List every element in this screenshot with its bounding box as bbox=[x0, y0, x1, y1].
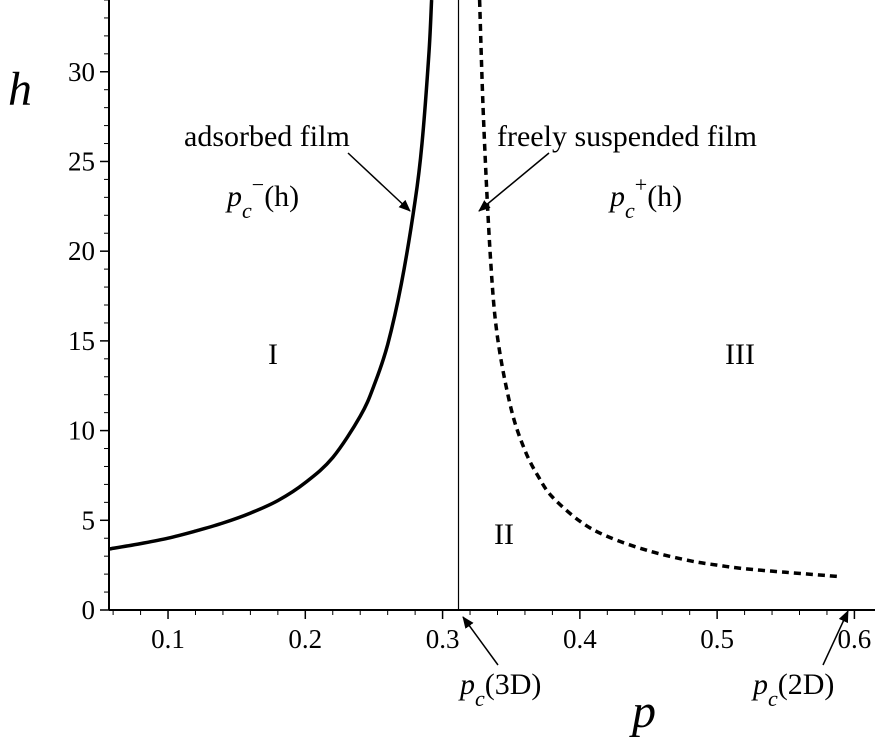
y-tick-label: 25 bbox=[68, 146, 95, 176]
x-tick-label: 0.3 bbox=[426, 624, 460, 654]
y-tick-label: 15 bbox=[68, 326, 95, 356]
axis-ticks bbox=[100, 0, 856, 619]
suspended-arrow bbox=[478, 152, 550, 212]
pc-3d-label: pc(3D) bbox=[458, 668, 541, 711]
x-axis-title: p bbox=[629, 685, 656, 738]
pc-plus-label: pc+(h) bbox=[608, 172, 682, 223]
pc-2d-arrow bbox=[822, 610, 849, 666]
region-ii-label: II bbox=[494, 518, 514, 551]
y-tick-label: 20 bbox=[68, 236, 95, 266]
adsorbed-arrow bbox=[347, 152, 411, 212]
pc-minus-label: pc−(h) bbox=[225, 172, 299, 223]
series-adsorbed-curve bbox=[108, 0, 434, 551]
series-suspended-curve bbox=[477, 0, 841, 579]
pc-2d-label: pc(2D) bbox=[751, 668, 834, 711]
region-i-label: I bbox=[268, 338, 278, 371]
y-tick-label: 5 bbox=[82, 505, 96, 535]
pc-3d-arrow bbox=[462, 616, 499, 666]
adsorbed-film-label: adsorbed film bbox=[184, 120, 350, 153]
y-tick-label: 30 bbox=[68, 57, 95, 87]
region-iii-label: III bbox=[725, 338, 755, 371]
axis-tick-labels: 0.1 0.2 0.3 0.4 0.5 0.6 0 5 10 15 20 25 30 bbox=[68, 57, 871, 654]
y-tick-label: 0 bbox=[82, 595, 96, 625]
y-axis-title: h bbox=[8, 63, 32, 116]
y-tick-label: 10 bbox=[68, 416, 95, 446]
x-tick-label: 0.6 bbox=[838, 624, 872, 654]
x-tick-label: 0.5 bbox=[700, 624, 734, 654]
x-tick-label: 0.4 bbox=[563, 624, 597, 654]
suspended-film-label: freely suspended film bbox=[497, 120, 757, 153]
x-tick-label: 0.1 bbox=[151, 624, 185, 654]
x-tick-label: 0.2 bbox=[288, 624, 322, 654]
